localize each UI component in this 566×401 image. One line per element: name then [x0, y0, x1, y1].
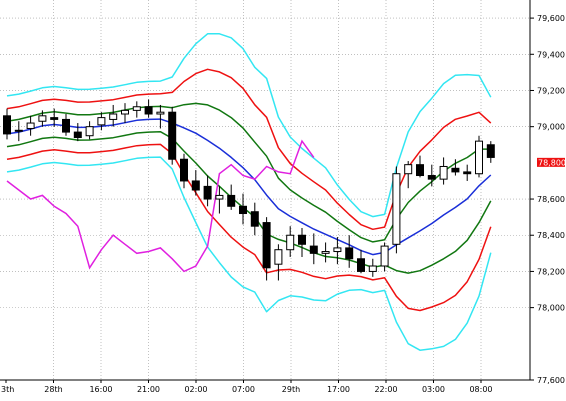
bull-candle	[404, 164, 413, 175]
bull-candle	[286, 234, 295, 251]
bear-candle	[73, 131, 82, 139]
bull-candle	[392, 173, 401, 245]
current-price-marker: 78,800	[537, 157, 566, 167]
x-tick-label: 22:00	[374, 385, 397, 394]
x-tick-label: 3th	[1, 385, 14, 394]
bull-candle	[439, 165, 448, 180]
lower-band-2sigma	[6, 143, 492, 312]
bull-candle	[156, 111, 165, 115]
y-tick-label: 78,200	[537, 267, 565, 276]
bear-candle	[250, 211, 259, 227]
bear-candle	[416, 164, 424, 177]
y-tick-label: 78,400	[537, 231, 565, 240]
y-tick-label: 78,600	[537, 195, 565, 204]
current-price-box	[537, 157, 565, 167]
x-axis: 3th 28th 16:00 21:00 02:00 07:00 29th 17:00 22:0…	[0, 379, 530, 394]
bull-candle	[380, 245, 389, 267]
bear-candle	[50, 117, 59, 120]
bear-candle	[168, 111, 177, 160]
bear-candle	[486, 144, 495, 158]
bear-candle	[227, 194, 236, 207]
current-price-label: 78,800	[538, 158, 566, 167]
bear-candle	[309, 245, 318, 254]
bear-candle	[180, 158, 188, 182]
bear-candle	[451, 167, 460, 173]
y-tick-label: 77,600	[537, 376, 565, 385]
lagging-span	[6, 139, 315, 273]
plot-background	[0, 0, 530, 380]
x-tick-label: 17:00	[327, 385, 350, 394]
x-tick-label: 08:00	[469, 385, 492, 394]
x-tick-label: 16:00	[89, 385, 112, 394]
bear-candle	[345, 247, 354, 260]
y-tick-label: 79,000	[537, 123, 565, 132]
candles	[3, 99, 495, 281]
bull-candle	[14, 129, 23, 132]
lower-band-1sigma	[6, 130, 492, 274]
x-tick-label: 21:00	[137, 385, 160, 394]
bear-candle	[62, 118, 70, 133]
bear-candle	[191, 180, 200, 191]
lower-band-3sigma	[6, 156, 492, 351]
x-tick-label: 29th	[282, 385, 300, 394]
bull-candle	[132, 106, 141, 111]
x-tick-label: 07:00	[232, 385, 255, 394]
bull-candle	[368, 265, 377, 272]
y-tick-label: 79,400	[537, 50, 565, 59]
x-tick-label: 02:00	[184, 385, 207, 394]
bull-candle	[475, 140, 483, 175]
bands	[6, 33, 492, 351]
upper-band-1sigma	[6, 102, 491, 243]
bull-candle	[109, 113, 118, 120]
y-tick-label: 79,600	[537, 14, 565, 23]
bull-candle	[274, 249, 283, 265]
y-tick-label: 78,000	[537, 304, 565, 313]
bear-candle	[427, 175, 436, 180]
bull-candle	[321, 251, 330, 254]
bull-candle	[26, 122, 35, 129]
bear-candle	[144, 106, 153, 115]
bull-candle	[333, 247, 342, 253]
upper-band-3sigma	[6, 33, 492, 218]
bull-candle	[97, 117, 106, 126]
bear-candle	[357, 258, 365, 272]
bear-candle	[262, 222, 271, 269]
bull-candle	[38, 115, 47, 122]
y-tick-label: 79,200	[537, 86, 565, 95]
bear-candle	[463, 171, 472, 175]
bear-candle	[298, 234, 306, 245]
bull-candle	[85, 126, 94, 137]
bear-candle	[203, 185, 212, 200]
x-tick-label: 28th	[44, 385, 62, 394]
y-axis: 79,600 79,400 79,200 79,000 78,600 78,400 78,2…	[529, 0, 565, 385]
bear-candle	[239, 205, 247, 215]
bear-candle	[3, 115, 11, 135]
x-tick-label: 03:00	[422, 385, 445, 394]
bull-candle	[121, 109, 129, 115]
bull-candle	[215, 194, 224, 200]
